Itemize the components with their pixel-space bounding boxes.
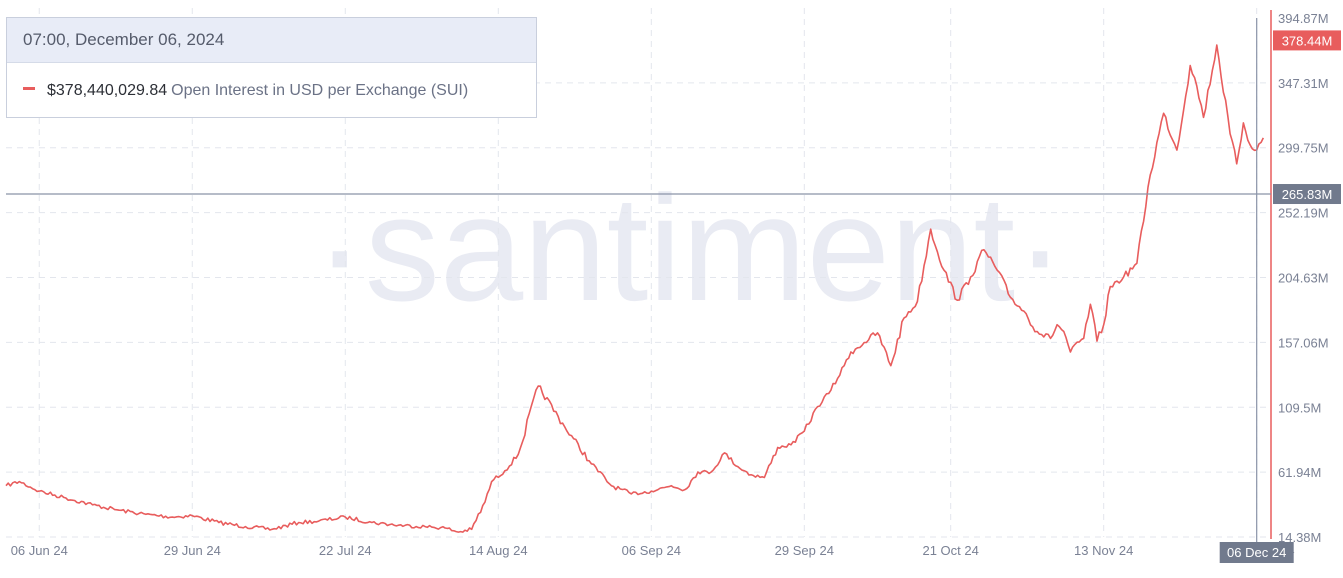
series-line	[5, 44, 1265, 533]
x-tick-label: 29 Jun 24	[164, 543, 221, 558]
crosshair-date-badge	[1219, 542, 1294, 563]
tooltip-series-label: Open Interest in USD per Exchange (SUI)	[171, 82, 469, 99]
legend-line-swatch	[23, 87, 35, 91]
x-tick-label: 14 Aug 24	[469, 543, 528, 558]
y-tick-label: 394.87M	[1278, 11, 1329, 26]
tooltip-series-row: $378,440,029.84 Open Interest in USD per …	[7, 63, 536, 119]
x-tick-label: 13 Nov 24	[1074, 543, 1133, 558]
y-tick-label: 204.63M	[1278, 270, 1329, 285]
y-tick-label: 347.31M	[1278, 76, 1329, 91]
x-tick-label: 21 Oct 24	[922, 543, 978, 558]
x-tick-label: 29 Sep 24	[775, 543, 834, 558]
y-tick-label: 14.38M	[1278, 530, 1321, 545]
y-tick-label: 252.19M	[1278, 206, 1329, 221]
y-tick-label: 109.5M	[1278, 400, 1321, 415]
crosshair-value-label: 265.83M	[1282, 187, 1333, 202]
y-tick-label: 61.94M	[1278, 465, 1321, 480]
santiment-watermark: ·santiment·	[315, 164, 1065, 332]
crosshair-value-badge	[1273, 184, 1341, 205]
last-value-badge	[1273, 30, 1341, 51]
crosshair-tooltip: 07:00, December 06, 2024 $378,440,029.84…	[6, 17, 537, 118]
y-tick-label: 299.75M	[1278, 141, 1329, 156]
x-tick-label: 06 Sep 24	[622, 543, 681, 558]
x-tick-label: 22 Jul 24	[319, 543, 372, 558]
tooltip-value: $378,440,029.84	[47, 82, 168, 99]
crosshair-date-label: 06 Dec 24	[1227, 545, 1286, 560]
tooltip-date: 07:00, December 06, 2024	[7, 18, 536, 63]
x-tick-label: 06 Jun 24	[11, 543, 68, 558]
y-tick-label: 157.06M	[1278, 335, 1329, 350]
last-value-label: 378.44M	[1282, 33, 1333, 48]
